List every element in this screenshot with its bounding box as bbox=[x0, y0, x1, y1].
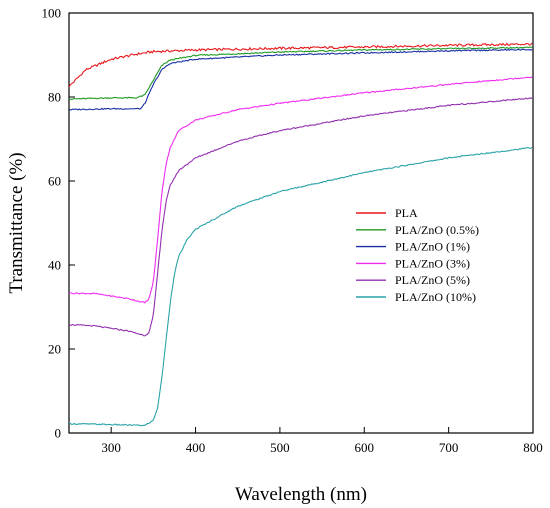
y-tick-label: 0 bbox=[55, 426, 62, 441]
legend-label: PLA/ZnO (0.5%) bbox=[395, 223, 479, 237]
legend-label: PLA/ZnO (10%) bbox=[395, 290, 476, 304]
y-axis-title: Transmittance (%) bbox=[6, 152, 27, 293]
x-tick-label: 600 bbox=[355, 440, 375, 455]
x-tick-label: 400 bbox=[186, 440, 206, 455]
series-lines bbox=[68, 42, 533, 427]
series-line-4 bbox=[68, 97, 533, 337]
x-tick-label: 300 bbox=[101, 440, 121, 455]
legend-label: PLA bbox=[395, 206, 418, 220]
plot-frame bbox=[68, 12, 534, 434]
x-axis-title: Wavelength (nm) bbox=[235, 484, 367, 505]
x-tick-label: 700 bbox=[439, 440, 459, 455]
x-tick-label: 800 bbox=[523, 440, 543, 455]
y-tick-label: 100 bbox=[42, 6, 62, 21]
y-tick-label: 20 bbox=[48, 342, 61, 357]
y-tick-label: 60 bbox=[48, 174, 61, 189]
series-line-0 bbox=[68, 42, 533, 88]
legend-label: PLA/ZnO (3%) bbox=[395, 256, 470, 270]
series-line-5 bbox=[68, 146, 533, 427]
y-tick-label: 40 bbox=[48, 258, 61, 273]
x-tick-label: 500 bbox=[270, 440, 290, 455]
y-tick-label: 80 bbox=[48, 90, 61, 105]
axes: 300 400 500 600 700 800 0 20 40 60 80 100 bbox=[42, 6, 543, 456]
legend-label: PLA/ZnO (5%) bbox=[395, 273, 470, 287]
series-line-2 bbox=[68, 48, 533, 111]
series-line-1 bbox=[68, 46, 533, 101]
legend: PLA PLA/ZnO (0.5%) PLA/ZnO (1%) PLA/ZnO (3%… bbox=[356, 206, 479, 304]
series-line-3 bbox=[68, 76, 533, 304]
legend-label: PLA/ZnO (1%) bbox=[395, 240, 470, 254]
